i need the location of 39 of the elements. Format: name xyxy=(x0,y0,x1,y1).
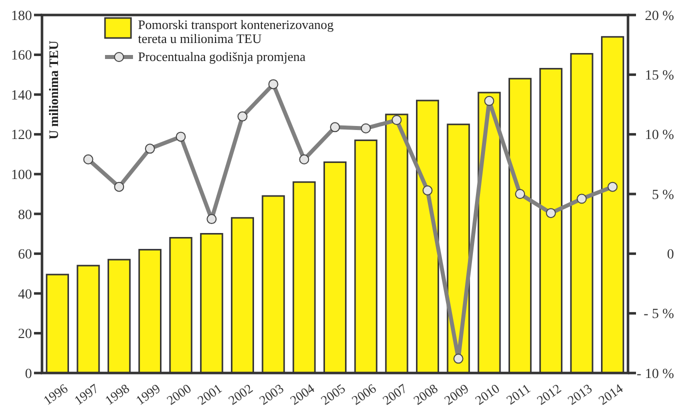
x-tick-label: 1996 xyxy=(40,380,71,406)
x-tick-label: 2004 xyxy=(287,380,318,406)
x-tick-label: 2000 xyxy=(164,380,194,406)
y2-tick-label: - 5 % xyxy=(644,307,674,322)
x-tick-label: 2013 xyxy=(564,380,595,406)
x-tick-label: 1998 xyxy=(102,380,132,406)
y-axis-title: U milionima TEU xyxy=(46,40,61,140)
x-tick-label: 2007 xyxy=(380,380,410,406)
x-tick-label: 2001 xyxy=(194,380,225,406)
y-tick-label: 20 xyxy=(18,327,32,342)
y-tick-label: 180 xyxy=(11,8,32,24)
y-tick-label: 0 xyxy=(25,366,32,382)
x-tick-label: 2009 xyxy=(441,380,472,406)
y-tick-label: 40 xyxy=(18,287,32,302)
y-tick-label: 80 xyxy=(18,208,32,223)
y-tick-label: 140 xyxy=(11,88,32,104)
x-tick-label: 1999 xyxy=(132,380,163,406)
y2-tick-label: - 10 % xyxy=(636,366,674,382)
legend-label: Procentualna godišnja promjena xyxy=(138,49,306,64)
x-tick-label: 2010 xyxy=(472,380,502,406)
y-tick-label: 120 xyxy=(11,128,32,144)
x-tick-label: 1997 xyxy=(71,380,102,406)
x-tick-label: 2005 xyxy=(318,380,348,406)
x-tick-label: 2002 xyxy=(226,380,256,406)
y2-tick-label: 15 % xyxy=(644,68,674,84)
y2-tick-label: 10 % xyxy=(644,128,674,144)
legend-label: Pomorski transport kontenerizovanog tereta u milionima TEU xyxy=(138,17,334,46)
y-tick-label: 160 xyxy=(11,48,32,64)
x-tick-label: 2008 xyxy=(410,380,440,406)
y2-tick-label: 0 xyxy=(667,248,674,263)
x-tick-label: 2003 xyxy=(256,380,286,406)
y2-tick-label: 5 % xyxy=(652,188,674,203)
y-tick-label: 60 xyxy=(18,248,32,263)
y2-tick-label: 20 % xyxy=(644,8,674,24)
x-tick-label: 2011 xyxy=(503,380,533,406)
x-tick-label: 2014 xyxy=(596,380,626,406)
x-tick-label: 2006 xyxy=(348,380,380,406)
y-tick-label: 100 xyxy=(11,168,32,184)
x-tick-label: 2012 xyxy=(534,380,564,406)
